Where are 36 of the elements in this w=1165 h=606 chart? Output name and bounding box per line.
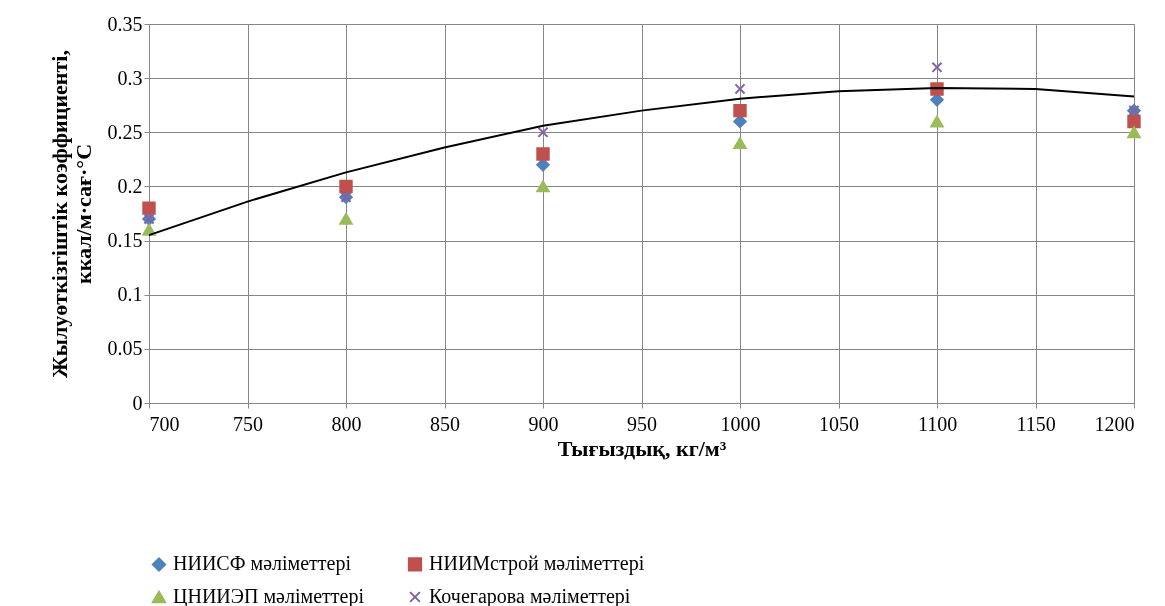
x-tick-label: 1150 [1016, 412, 1056, 435]
point [142, 201, 156, 215]
y-tick-label: 0.3 [117, 66, 143, 89]
legend-label: НИИСФ мәліметтері [173, 552, 352, 576]
x-tick-label: 750 [233, 412, 263, 435]
y-tick-label: 0.25 [107, 120, 143, 143]
y-tick-label: 0.05 [107, 337, 143, 360]
point [931, 61, 943, 73]
y-tick-label: 0.35 [107, 12, 143, 35]
x-tick-label: 700 [149, 412, 180, 435]
point [734, 83, 746, 95]
point [536, 147, 550, 161]
point [537, 126, 549, 138]
point [339, 212, 353, 225]
x-tick-label: 1100 [917, 412, 958, 435]
point [536, 180, 550, 193]
y-tick-label: 0.2 [117, 174, 143, 197]
y-axis-title: Жылуөткізгіштік коэффициенті, ккал/м·сағ·°С [46, 50, 96, 378]
y-tick-label: 0 [132, 391, 143, 414]
point [733, 137, 747, 150]
point [930, 115, 944, 128]
point [339, 179, 353, 194]
point [1127, 126, 1141, 139]
y-tick-label: 0.1 [117, 283, 143, 306]
x-tick-label: 1200 [1094, 412, 1135, 435]
x-tick-label: 900 [528, 412, 559, 435]
legend-label: НИИМстрой мәліметтері [429, 552, 645, 576]
x-tick-label: 850 [430, 412, 460, 435]
y-tick-label: 0.15 [107, 229, 143, 252]
x-tick-label: 1000 [720, 412, 761, 435]
x-axis-title: Тығыздық, кг/м³ [557, 435, 727, 461]
x-tick-label: 950 [627, 412, 657, 435]
x-tick-label: 800 [331, 412, 362, 435]
x-tick-label: 1050 [819, 412, 859, 435]
point [1127, 114, 1141, 129]
point [733, 103, 747, 118]
